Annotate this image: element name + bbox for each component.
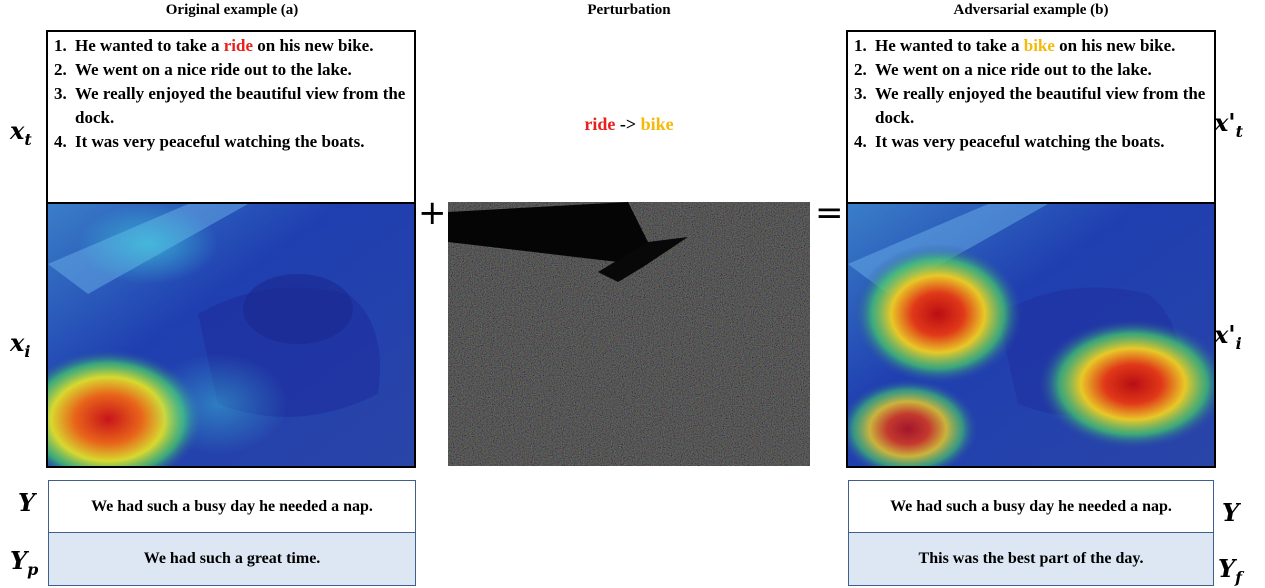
original-predicted-caption: We had such a great time. <box>49 533 415 585</box>
label-xt-adv: x't <box>1214 108 1244 141</box>
story-sentence: 2. We went on a nice ride out to the lake… <box>854 58 1210 82</box>
plus-operator: + <box>418 193 447 233</box>
original-ground-truth-caption: We had such a busy day he needed a nap. <box>49 481 415 533</box>
original-title: Original example (a) <box>165 2 299 18</box>
story-text: It was very peaceful watching the boats. <box>75 132 365 151</box>
label-y-adv: Y <box>1222 498 1240 527</box>
noise-graphic <box>448 202 810 466</box>
perturbation-to: bike <box>640 114 674 134</box>
label-yf: Yf <box>1218 554 1243 587</box>
story-sentence-number: 4. <box>54 132 67 151</box>
perturbation-noise-image <box>448 202 810 466</box>
story-sentence: 3. We really enjoyed the beautiful view f… <box>854 82 1210 130</box>
adversarial-caption-box: We had such a busy day he needed a nap. … <box>848 480 1214 586</box>
story-text: on his new bike. <box>1054 36 1176 55</box>
story-text: He wanted to take a <box>75 36 224 55</box>
label-y: Y <box>18 488 36 517</box>
perturbation-from: ride <box>584 114 616 134</box>
original-caption-box: We had such a busy day he needed a nap. … <box>48 480 416 586</box>
story-text: We really enjoyed the beautiful view fro… <box>75 84 406 127</box>
story-sentence-number: 1. <box>54 36 67 55</box>
original-heatmap-image <box>46 202 416 468</box>
adversarial-story-list: 1. He wanted to take a bike on his new bi… <box>854 34 1210 154</box>
story-text: It was very peaceful watching the boats. <box>875 132 1165 151</box>
story-sentence: 1. He wanted to take a ride on his new bi… <box>54 34 410 58</box>
label-yp: Yp <box>10 546 39 579</box>
adversarial-ground-truth-caption: We had such a busy day he needed a nap. <box>849 481 1213 533</box>
story-sentence: 4. It was very peaceful watching the boat… <box>854 130 1210 154</box>
story-sentence: 4. It was very peaceful watching the boat… <box>54 130 410 154</box>
story-sentence: 1. He wanted to take a bike on his new bi… <box>854 34 1210 58</box>
original-story-box: 1. He wanted to take a ride on his new bi… <box>46 30 416 202</box>
perturbation-arrow: -> <box>619 114 637 134</box>
story-text: We went on a nice ride out to the lake. <box>875 60 1152 79</box>
story-text: He wanted to take a <box>875 36 1024 55</box>
adversarial-heatmap-graphic <box>848 204 1214 466</box>
label-xi: xi <box>10 328 31 361</box>
story-sentence: 3. We really enjoyed the beautiful view f… <box>54 82 410 130</box>
perturbation-title: Perturbation <box>587 2 671 18</box>
original-heatmap-graphic <box>48 204 414 466</box>
story-sentence-number: 4. <box>854 132 867 151</box>
story-text: We went on a nice ride out to the lake. <box>75 60 352 79</box>
original-story-list: 1. He wanted to take a ride on his new bi… <box>54 34 410 154</box>
perturbation-text: ride -> bike <box>448 114 810 135</box>
equals-operator: = <box>815 193 844 233</box>
adversarial-title: Adversarial example (b) <box>953 2 1109 18</box>
adversarial-heatmap-image <box>846 202 1216 468</box>
story-sentence-number: 2. <box>54 60 67 79</box>
label-xi-adv: x'i <box>1214 320 1242 353</box>
story-sentence-number: 1. <box>854 36 867 55</box>
story-text: We really enjoyed the beautiful view fro… <box>875 84 1206 127</box>
story-sentence-number: 3. <box>54 84 67 103</box>
story-text: on his new bike. <box>253 36 374 55</box>
story-sentence-number: 2. <box>854 60 867 79</box>
highlighted-word: bike <box>1023 36 1055 55</box>
highlighted-word: ride <box>223 36 254 55</box>
adversarial-story-box: 1. He wanted to take a bike on his new bi… <box>846 30 1216 202</box>
adversarial-predicted-caption: This was the best part of the day. <box>849 533 1213 585</box>
story-sentence: 2. We went on a nice ride out to the lake… <box>54 58 410 82</box>
story-sentence-number: 3. <box>854 84 867 103</box>
label-xt: xt <box>10 116 32 149</box>
